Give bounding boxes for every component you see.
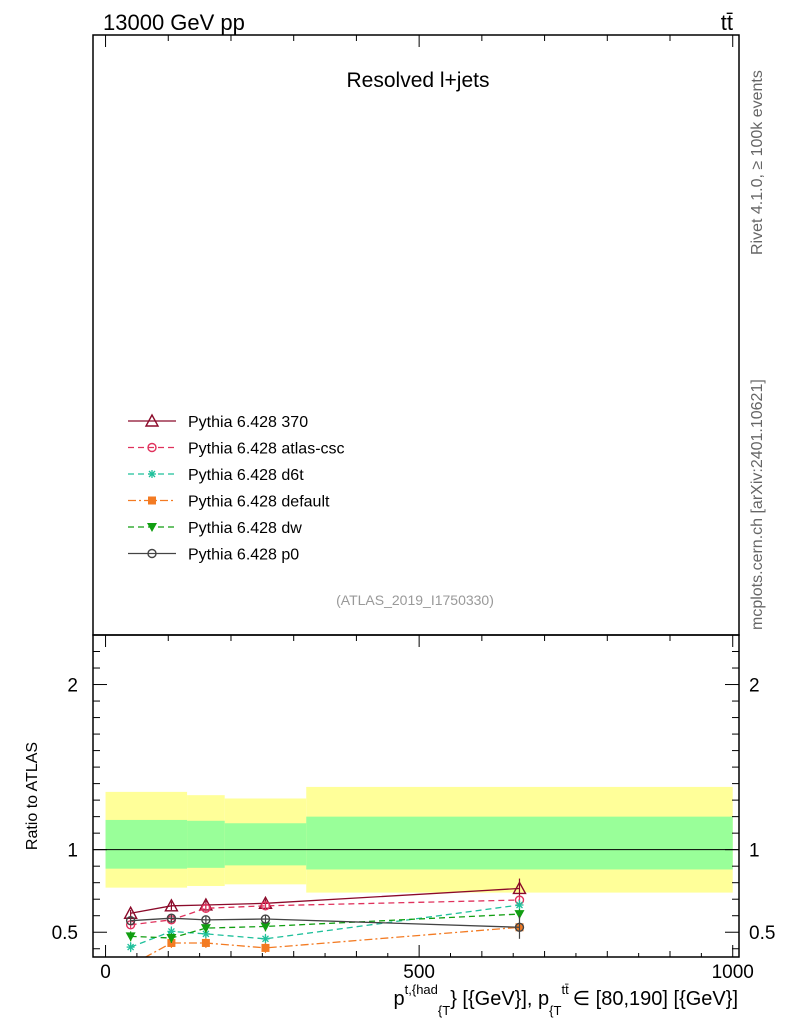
legend-marker-0 xyxy=(144,413,160,427)
main-panel-frame xyxy=(92,34,740,636)
legend-entry-2: Pythia 6.428 d6t xyxy=(128,467,304,484)
ratio-panel-frame xyxy=(92,634,740,958)
legend-entry-1: Pythia 6.428 atlas-csc xyxy=(128,441,345,458)
data-point-4-1 xyxy=(166,934,177,944)
data-point-5-3 xyxy=(260,914,271,924)
legend-entry-5: Pythia 6.428 p0 xyxy=(128,547,299,564)
data-point-0-4 xyxy=(512,881,527,895)
series-line-1 xyxy=(130,899,520,926)
data-point-4-0 xyxy=(125,932,136,942)
data-point-4-2 xyxy=(200,924,211,934)
analysis-id-label: (ATLAS_2019_I1750330) xyxy=(336,592,494,608)
y-tick-label-left-1: 1 xyxy=(67,841,78,862)
legend-marker-5 xyxy=(147,548,157,559)
y-tick-label-left-2: 2 xyxy=(67,676,78,697)
series-line-5 xyxy=(130,917,520,928)
y-tick-label-left-0: 0.5 xyxy=(52,923,78,944)
legend-label-0: Pythia 6.428 370 xyxy=(188,414,308,431)
legend-label-5: Pythia 6.428 p0 xyxy=(188,547,299,564)
y-tick-label-right-0: 0.5 xyxy=(749,923,775,944)
x-label-unit1: } [{GeV}], p xyxy=(450,988,549,1010)
data-point-1-3 xyxy=(260,901,271,911)
data-point-3-0 xyxy=(127,961,135,969)
data-point-5-4 xyxy=(514,922,525,932)
legend-marker-3 xyxy=(148,496,156,505)
data-point-4-4 xyxy=(514,910,525,920)
data-point-2-2 xyxy=(201,929,210,938)
data-point-2-3 xyxy=(261,934,270,943)
mcplots-label: mcplots.cern.ch [arXiv:2401.10621] xyxy=(749,379,766,630)
data-point-2-1 xyxy=(167,927,176,936)
legend-marker-2 xyxy=(148,470,156,478)
band-green-2 xyxy=(224,823,307,866)
data-point-2-0 xyxy=(126,943,135,952)
data-point-1-2 xyxy=(201,903,211,913)
chart-title: Resolved l+jets xyxy=(347,69,490,92)
x-axis-label: pt,{had{T} [{GeV}], p{Ttt̄ ∈ [80,190] [{G… xyxy=(394,982,739,1018)
series-5 xyxy=(125,913,525,939)
uncertainty-bands xyxy=(105,786,733,893)
x-label-p: p xyxy=(394,988,405,1010)
data-point-5-1 xyxy=(166,913,177,923)
data-point-2-4 xyxy=(515,900,524,909)
y-axis-label: Ratio to ATLAS xyxy=(24,742,41,850)
x-label-sup2: tt̄ xyxy=(561,982,569,997)
legend-entry-3: Pythia 6.428 default xyxy=(128,494,330,511)
data-point-3-2 xyxy=(201,938,210,947)
x-tick-label-2: 1000 xyxy=(712,962,754,983)
data-point-5-0 xyxy=(125,915,136,926)
legend-label-3: Pythia 6.428 default xyxy=(188,494,330,511)
band-green-0 xyxy=(105,819,188,869)
data-point-0-1 xyxy=(164,898,179,912)
band-green-3 xyxy=(306,816,733,870)
x-label-sub2: {T xyxy=(549,1003,561,1018)
legend-label-4: Pythia 6.428 dw xyxy=(188,520,302,537)
legend: Pythia 6.428 370 Pythia 6.428 atlas-csc Py… xyxy=(128,413,345,564)
rivet-label: Rivet 4.1.0, ≥ 100k events xyxy=(749,70,766,255)
y-tick-label-right-2: 2 xyxy=(749,676,760,697)
x-label-range: ∈ [80,190] [{GeV}] xyxy=(573,988,738,1010)
x-tick-label-0: 0 xyxy=(100,962,111,983)
y-tick-label-right-1: 1 xyxy=(749,841,760,862)
series-line-2 xyxy=(130,904,520,948)
series-line-4 xyxy=(130,913,520,939)
band-green-1 xyxy=(187,820,225,868)
energy-label: 13000 GeV pp xyxy=(103,10,245,35)
series-layer xyxy=(123,878,527,969)
legend-label-2: Pythia 6.428 d6t xyxy=(188,467,304,484)
data-point-4-3 xyxy=(260,922,271,932)
legend-entry-4: Pythia 6.428 dw xyxy=(128,520,302,537)
data-point-3-3 xyxy=(261,943,270,952)
x-label-sup1: t,{had xyxy=(405,982,438,997)
axis-ticks: 0 500 1000 0.5 0.5 1 1 2 2 xyxy=(52,35,775,983)
data-point-5-2 xyxy=(201,915,211,925)
legend-entry-0: Pythia 6.428 370 xyxy=(128,413,308,431)
series-3 xyxy=(127,922,524,969)
x-label-sub1: {T xyxy=(438,1003,450,1018)
legend-marker-1 xyxy=(147,442,157,453)
process-label: tt̄ xyxy=(721,10,733,35)
x-tick-label-1: 500 xyxy=(403,962,435,983)
legend-marker-4 xyxy=(147,523,157,532)
legend-label-1: Pythia 6.428 atlas-csc xyxy=(188,441,345,458)
